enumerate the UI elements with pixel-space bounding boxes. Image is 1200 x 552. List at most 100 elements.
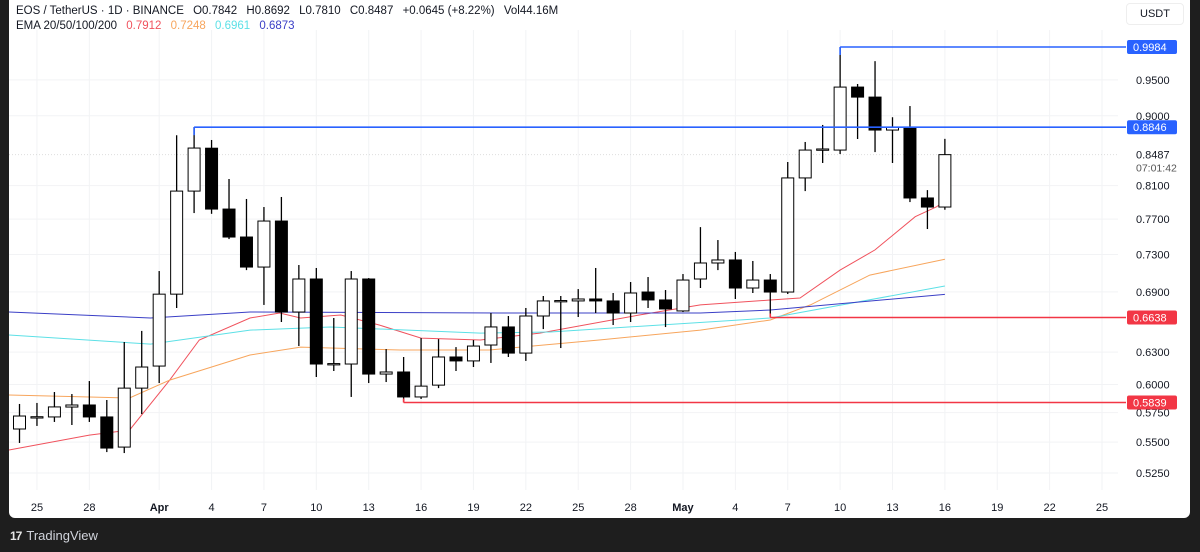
y-tick-label: 0.5500: [1136, 437, 1170, 449]
support-level-label: 0.5839: [1133, 397, 1167, 409]
candle-body-down: [82, 404, 96, 418]
candle-body-up: [135, 366, 149, 389]
x-tick-label: 25: [572, 502, 584, 514]
candle-body-up: [432, 356, 446, 386]
candle-body-up: [676, 279, 690, 312]
candle-body-up: [781, 177, 795, 293]
candle-body-up: [170, 190, 184, 295]
candle-body-up: [484, 326, 498, 346]
candle-body-down: [501, 326, 515, 354]
x-tick-label: 4: [732, 502, 738, 514]
x-tick-label: 10: [834, 502, 846, 514]
symbol-title[interactable]: EOS / TetherUS · 1D · BINANCE: [16, 5, 184, 17]
x-tick-label: 4: [208, 502, 214, 514]
support-level-badge: [1127, 395, 1177, 410]
candle-body-down: [449, 356, 463, 362]
branding-text: TradingView: [26, 528, 98, 543]
candle-body-up: [466, 345, 480, 362]
x-tick-label: Apr: [150, 502, 170, 514]
y-tick-label: 0.9000: [1136, 111, 1170, 123]
x-tick-label: 28: [624, 502, 636, 514]
symbol-legend: EOS / TetherUS · 1D · BINANCE O0.7842 H0…: [16, 5, 564, 17]
y-tick-label: 0.6000: [1136, 379, 1170, 391]
candle-body-up: [519, 315, 533, 354]
candle-body-down: [222, 208, 236, 238]
ema200-value: 0.6873: [259, 20, 295, 32]
x-tick-label: 19: [991, 502, 1003, 514]
x-tick-label: 13: [886, 502, 898, 514]
ema100-value: 0.6961: [215, 20, 251, 32]
candle-body-up: [344, 278, 358, 365]
ohlc-low: L0.7810: [299, 5, 341, 17]
candle-body-down: [641, 291, 655, 301]
y-tick-label: 0.9500: [1136, 75, 1170, 87]
currency-button[interactable]: USDT: [1126, 3, 1184, 25]
ohlc-open: O0.7842: [193, 5, 238, 17]
y-tick-label: 0.6300: [1136, 347, 1170, 359]
x-tick-label: 22: [520, 502, 532, 514]
candle-body-up: [536, 300, 550, 317]
candle-body-down: [362, 278, 376, 375]
candle-body-down: [606, 300, 620, 314]
candle-body-up: [554, 300, 568, 303]
ohlc-close: C0.8487: [349, 5, 394, 17]
candle-body-up: [30, 416, 44, 419]
candle-body-down: [728, 259, 742, 289]
tradingview-branding[interactable]: 17 TradingView: [10, 528, 98, 543]
candle-body-up: [152, 293, 166, 367]
candle-body-up: [624, 292, 638, 314]
x-tick-label: 28: [83, 502, 95, 514]
volume: Vol44.16M: [503, 5, 559, 17]
tradingview-logo-icon: 17: [10, 528, 22, 543]
y-tick-label: 0.7300: [1136, 249, 1170, 261]
ema-line-ema200: [8, 293, 945, 319]
resistance-level-badge: [1127, 120, 1177, 135]
resistance-level-label: 0.9984: [1133, 42, 1167, 54]
ema20-value: 0.7912: [126, 20, 162, 32]
candle-body-down: [920, 197, 934, 208]
y-tick-label: 0.7700: [1136, 214, 1170, 226]
x-tick-label: 7: [261, 502, 267, 514]
bar-countdown-label: 07:01:42: [1136, 163, 1177, 175]
candle-body-up: [117, 387, 131, 448]
candle-body-up: [816, 148, 830, 151]
candle-body-down: [274, 220, 288, 313]
candle-body-up: [379, 371, 393, 375]
x-tick-label: 25: [31, 502, 43, 514]
candle-body-down: [851, 86, 865, 98]
price-change: +0.0645 (+8.22%): [402, 5, 495, 17]
ema-legend: EMA 20/50/100/200 0.7912 0.7248 0.6961 0…: [16, 20, 301, 32]
resistance-level-badge: [1127, 40, 1177, 54]
candle-body-up: [711, 259, 725, 264]
candle-body-up: [47, 406, 61, 418]
candle-body-down: [589, 298, 603, 302]
support-level-label: 0.6638: [1133, 312, 1167, 324]
ema-line-ema20: [8, 200, 946, 451]
candle-body-up: [833, 86, 847, 151]
ema50-value: 0.7248: [170, 20, 206, 32]
candle-body-down: [100, 416, 114, 449]
x-tick-label: 22: [1044, 502, 1056, 514]
x-tick-label: 16: [939, 502, 951, 514]
x-tick-label: 25: [1096, 502, 1108, 514]
candle-body-down: [903, 126, 917, 199]
candle-body-up: [327, 363, 341, 366]
candle-body-down: [659, 299, 673, 310]
x-tick-label: 7: [785, 502, 791, 514]
ohlc-high: H0.8692: [246, 5, 290, 17]
x-tick-label: 10: [310, 502, 322, 514]
y-tick-label: 0.5250: [1136, 468, 1170, 480]
candle-body-up: [693, 262, 707, 280]
candle-body-down: [763, 279, 777, 293]
candle-body-down: [205, 147, 219, 210]
candle-body-up: [938, 154, 952, 208]
support-level-badge: [1127, 310, 1177, 325]
candle-body-down: [868, 96, 882, 131]
candle-body-up: [746, 279, 760, 289]
last-price-label: 0.8487: [1136, 150, 1170, 162]
y-tick-label: 0.8100: [1136, 181, 1170, 193]
candle-body-up: [257, 220, 271, 268]
candle-body-up: [13, 415, 26, 430]
ema-label[interactable]: EMA 20/50/100/200: [16, 20, 118, 32]
